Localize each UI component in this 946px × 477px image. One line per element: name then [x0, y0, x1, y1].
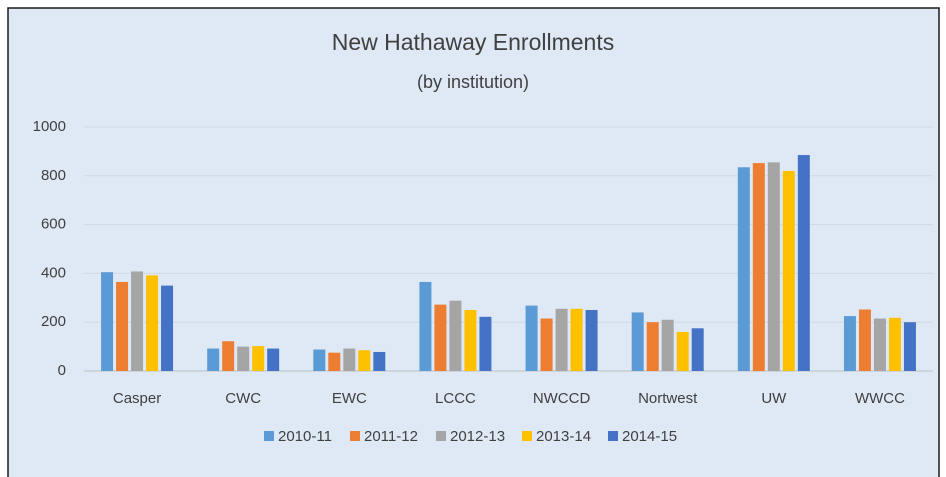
- bar: [328, 352, 341, 371]
- bar: [449, 300, 462, 371]
- y-tick-label: 400: [41, 264, 66, 281]
- bar: [858, 309, 871, 371]
- x-tick-label: Casper: [113, 390, 161, 407]
- bar: [737, 167, 750, 371]
- bar: [843, 316, 856, 371]
- x-tick-label: WWCC: [855, 390, 905, 407]
- bar: [252, 346, 265, 371]
- x-tick-label: UW: [761, 390, 787, 407]
- bar: [267, 348, 280, 371]
- legend-swatch: [522, 431, 532, 441]
- x-tick-label: LCCC: [435, 390, 476, 407]
- x-tick-label: CWC: [225, 390, 261, 407]
- y-tick-label: 600: [41, 216, 66, 233]
- bar: [767, 162, 780, 371]
- bar: [797, 155, 810, 371]
- bar: [646, 322, 659, 371]
- y-tick-label: 1000: [33, 118, 66, 135]
- bar: [131, 271, 144, 371]
- bar: [479, 316, 492, 371]
- legend-label: 2010-11: [278, 428, 332, 445]
- bar: [631, 312, 644, 371]
- bar: [313, 349, 326, 371]
- bar: [222, 341, 235, 371]
- bar: [555, 308, 568, 371]
- legend-label: 2011-12: [364, 428, 418, 445]
- bar: [101, 272, 114, 371]
- chart-subtitle: (by institution): [417, 72, 529, 92]
- bar: [525, 305, 538, 371]
- bar: [570, 308, 583, 371]
- x-tick-label: NWCCD: [533, 390, 591, 407]
- bar: [752, 163, 765, 371]
- y-tick-label: 200: [41, 313, 66, 330]
- bar: [237, 346, 250, 371]
- bar: [903, 322, 916, 371]
- legend-swatch: [436, 431, 446, 441]
- bar: [676, 331, 689, 371]
- bar: [888, 317, 901, 371]
- bar: [661, 319, 674, 371]
- x-tick-label: EWC: [332, 390, 367, 407]
- legend-swatch: [264, 431, 274, 441]
- x-tick-label: Nortwest: [638, 390, 698, 407]
- legend-label: 2013-14: [536, 428, 591, 445]
- legend-label: 2012-13: [450, 428, 505, 445]
- bar: [434, 304, 447, 371]
- bar: [540, 318, 553, 371]
- chart-title: New Hathaway Enrollments: [332, 29, 615, 55]
- bar: [146, 275, 159, 371]
- bar: [373, 351, 386, 371]
- bar: [585, 310, 598, 371]
- bar: [358, 350, 371, 371]
- bar: [464, 310, 477, 371]
- bar: [161, 285, 174, 371]
- bar: [343, 348, 356, 371]
- bar: [116, 281, 129, 371]
- bar: [873, 318, 886, 371]
- y-tick-label: 800: [41, 167, 66, 184]
- y-tick-label: 0: [58, 362, 66, 379]
- bar: [782, 170, 795, 371]
- legend-label: 2014-15: [622, 428, 677, 445]
- bar: [419, 281, 432, 371]
- legend-swatch: [608, 431, 618, 441]
- legend-swatch: [350, 431, 360, 441]
- bar: [691, 328, 704, 371]
- bar: [207, 348, 220, 371]
